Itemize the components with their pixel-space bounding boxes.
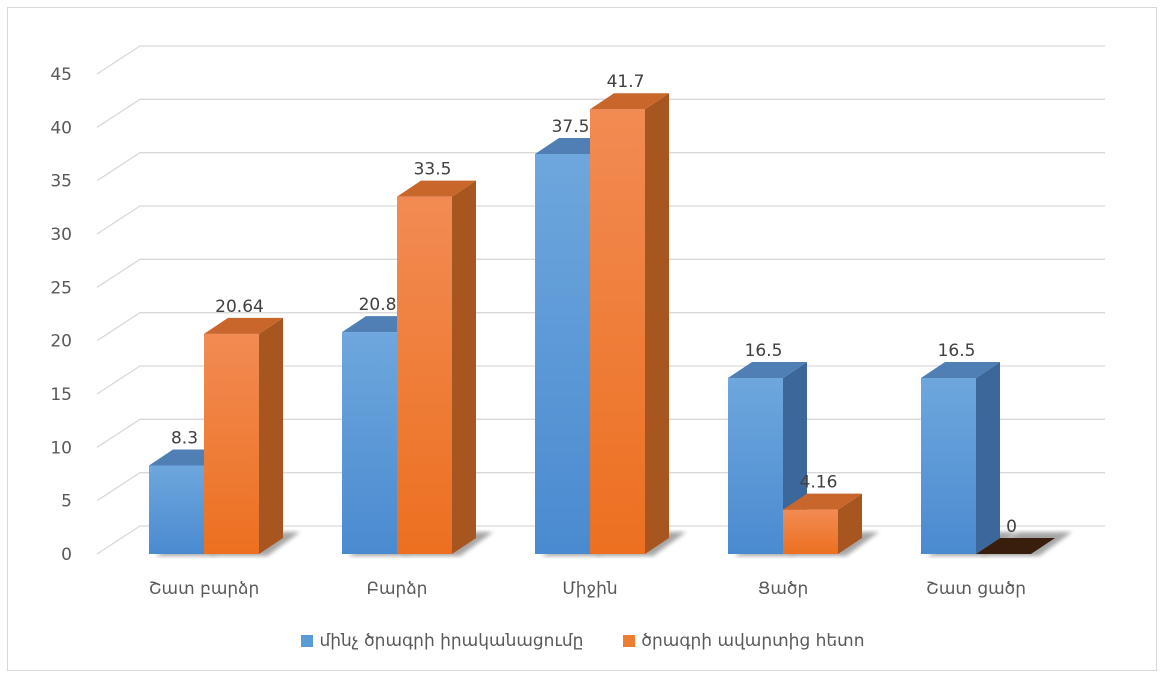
bar-top-face (590, 93, 669, 110)
x-category-label: Բարձր (367, 579, 428, 599)
gridline (96, 312, 1105, 342)
bar (728, 378, 783, 554)
x-category-label: Շատ ցածր (926, 579, 1026, 599)
bar (397, 196, 452, 554)
bar (149, 465, 204, 554)
y-tick-label: 45 (50, 65, 72, 85)
legend-item-before: մինչ ծրագրի իրականացումը (301, 631, 583, 651)
legend-label-before: մինչ ծրագրի իրականացումը (319, 631, 584, 651)
y-tick-label: 30 (50, 225, 72, 245)
bar (590, 109, 645, 554)
bar-top-face (728, 362, 807, 378)
bar (921, 378, 976, 554)
bar (342, 332, 397, 554)
x-category-label: Միջին (562, 579, 617, 599)
bar (204, 333, 259, 554)
data-label: 20.64 (215, 297, 264, 317)
data-label: 16.5 (745, 341, 783, 361)
y-tick-label: 25 (50, 278, 72, 298)
data-label: 8.3 (171, 428, 198, 448)
data-label: 4.16 (800, 473, 838, 493)
x-category-label: Ցածր (758, 579, 809, 599)
data-label: 16.5 (938, 341, 976, 361)
bar-top-face (921, 362, 1000, 378)
y-tick-label: 5 (61, 492, 72, 512)
y-tick-label: 35 (50, 172, 72, 192)
data-label: 41.7 (607, 72, 645, 92)
bar-top-face (204, 317, 283, 334)
bar-side-face (645, 93, 669, 554)
gridline (96, 45, 1105, 75)
legend-item-after: ծրագրի ավարտից հետո (623, 631, 865, 651)
legend-label-after: ծրագրի ավարտից հետո (641, 631, 865, 651)
legend: մինչ ծրագրի իրականացումը ծրագրի ավարտից … (0, 631, 1166, 651)
gridline (96, 205, 1105, 235)
data-label: 37.5 (552, 117, 590, 137)
y-tick-label: 15 (50, 385, 72, 405)
bar-top-face (783, 493, 862, 510)
y-tick-label: 0 (61, 545, 72, 565)
y-tick-label: 20 (50, 332, 72, 352)
legend-swatch-after (623, 635, 636, 647)
gridline (96, 98, 1105, 128)
bar-side-face (976, 362, 1000, 554)
gridline (96, 152, 1105, 182)
y-tick-label: 40 (50, 118, 72, 138)
legend-swatch-before (301, 635, 314, 647)
bar-top-face (397, 180, 476, 197)
bar-top-face (976, 538, 1055, 554)
gridline (96, 258, 1105, 288)
bar (783, 509, 838, 554)
data-label: 33.5 (414, 160, 452, 180)
data-label: 0 (1006, 517, 1017, 537)
bar-side-face (838, 493, 862, 554)
y-tick-label: 10 (50, 438, 72, 458)
bar-side-face (452, 180, 476, 554)
bar (535, 154, 590, 554)
x-category-label: Շատ բարձր (149, 579, 260, 599)
data-label: 20.8 (359, 295, 397, 315)
bar-side-face (259, 317, 283, 554)
